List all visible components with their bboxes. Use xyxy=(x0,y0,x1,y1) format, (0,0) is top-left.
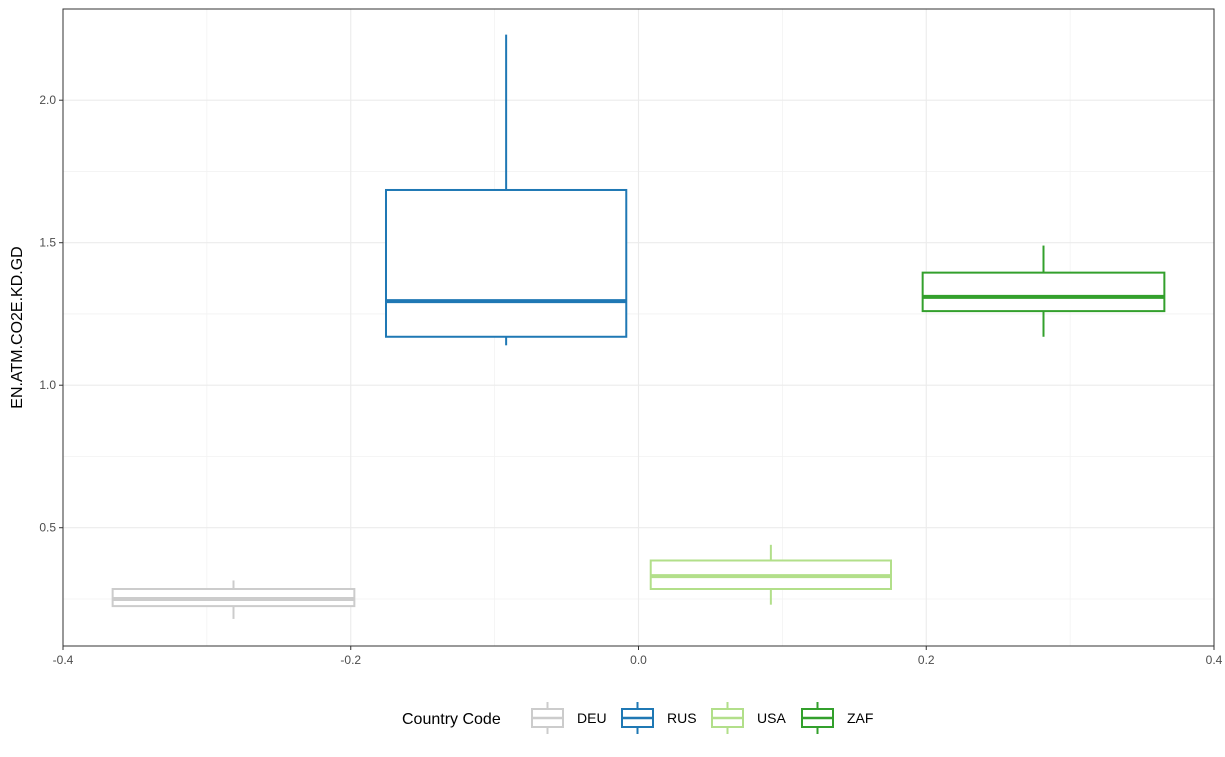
y-axis-title: EN.ATM.CO2E.KD.GD xyxy=(9,246,26,408)
legend-key xyxy=(801,702,834,734)
boxplot-deu xyxy=(111,580,356,619)
legend-label: ZAF xyxy=(847,710,873,726)
x-tick-label: -0.2 xyxy=(340,653,361,667)
x-tick-label: -0.4 xyxy=(53,653,74,667)
boxplots xyxy=(111,34,1166,619)
boxplot-rus xyxy=(384,34,628,346)
legend: Country Code DEU RUS USA ZAF xyxy=(402,702,873,734)
x-axis: -0.4 -0.2 0.0 0.2 0.4 xyxy=(53,646,1223,667)
x-tick-label: 0.4 xyxy=(1206,653,1223,667)
boxplot-zaf xyxy=(921,245,1166,337)
legend-label: DEU xyxy=(577,710,607,726)
x-tick-label: 0.2 xyxy=(918,653,935,667)
x-tick-label: 0.0 xyxy=(630,653,647,667)
legend-item-usa: USA xyxy=(711,702,786,734)
legend-item-deu: DEU xyxy=(531,702,607,734)
legend-item-zaf: ZAF xyxy=(801,702,873,734)
legend-label: RUS xyxy=(667,710,697,726)
legend-key xyxy=(531,702,564,734)
legend-key xyxy=(621,702,654,734)
y-tick-label: 1.0 xyxy=(39,378,56,392)
box xyxy=(921,271,1166,313)
y-axis: 0.5 1.0 1.5 2.0 xyxy=(39,93,63,535)
y-tick-label: 1.5 xyxy=(39,236,56,250)
boxplot-usa xyxy=(649,544,893,605)
y-tick-label: 0.5 xyxy=(39,521,56,535)
legend-label: USA xyxy=(757,710,786,726)
legend-title: Country Code xyxy=(402,711,501,728)
legend-item-rus: RUS xyxy=(621,702,697,734)
y-tick-label: 2.0 xyxy=(39,93,56,107)
box xyxy=(384,188,628,338)
legend-key xyxy=(711,702,744,734)
